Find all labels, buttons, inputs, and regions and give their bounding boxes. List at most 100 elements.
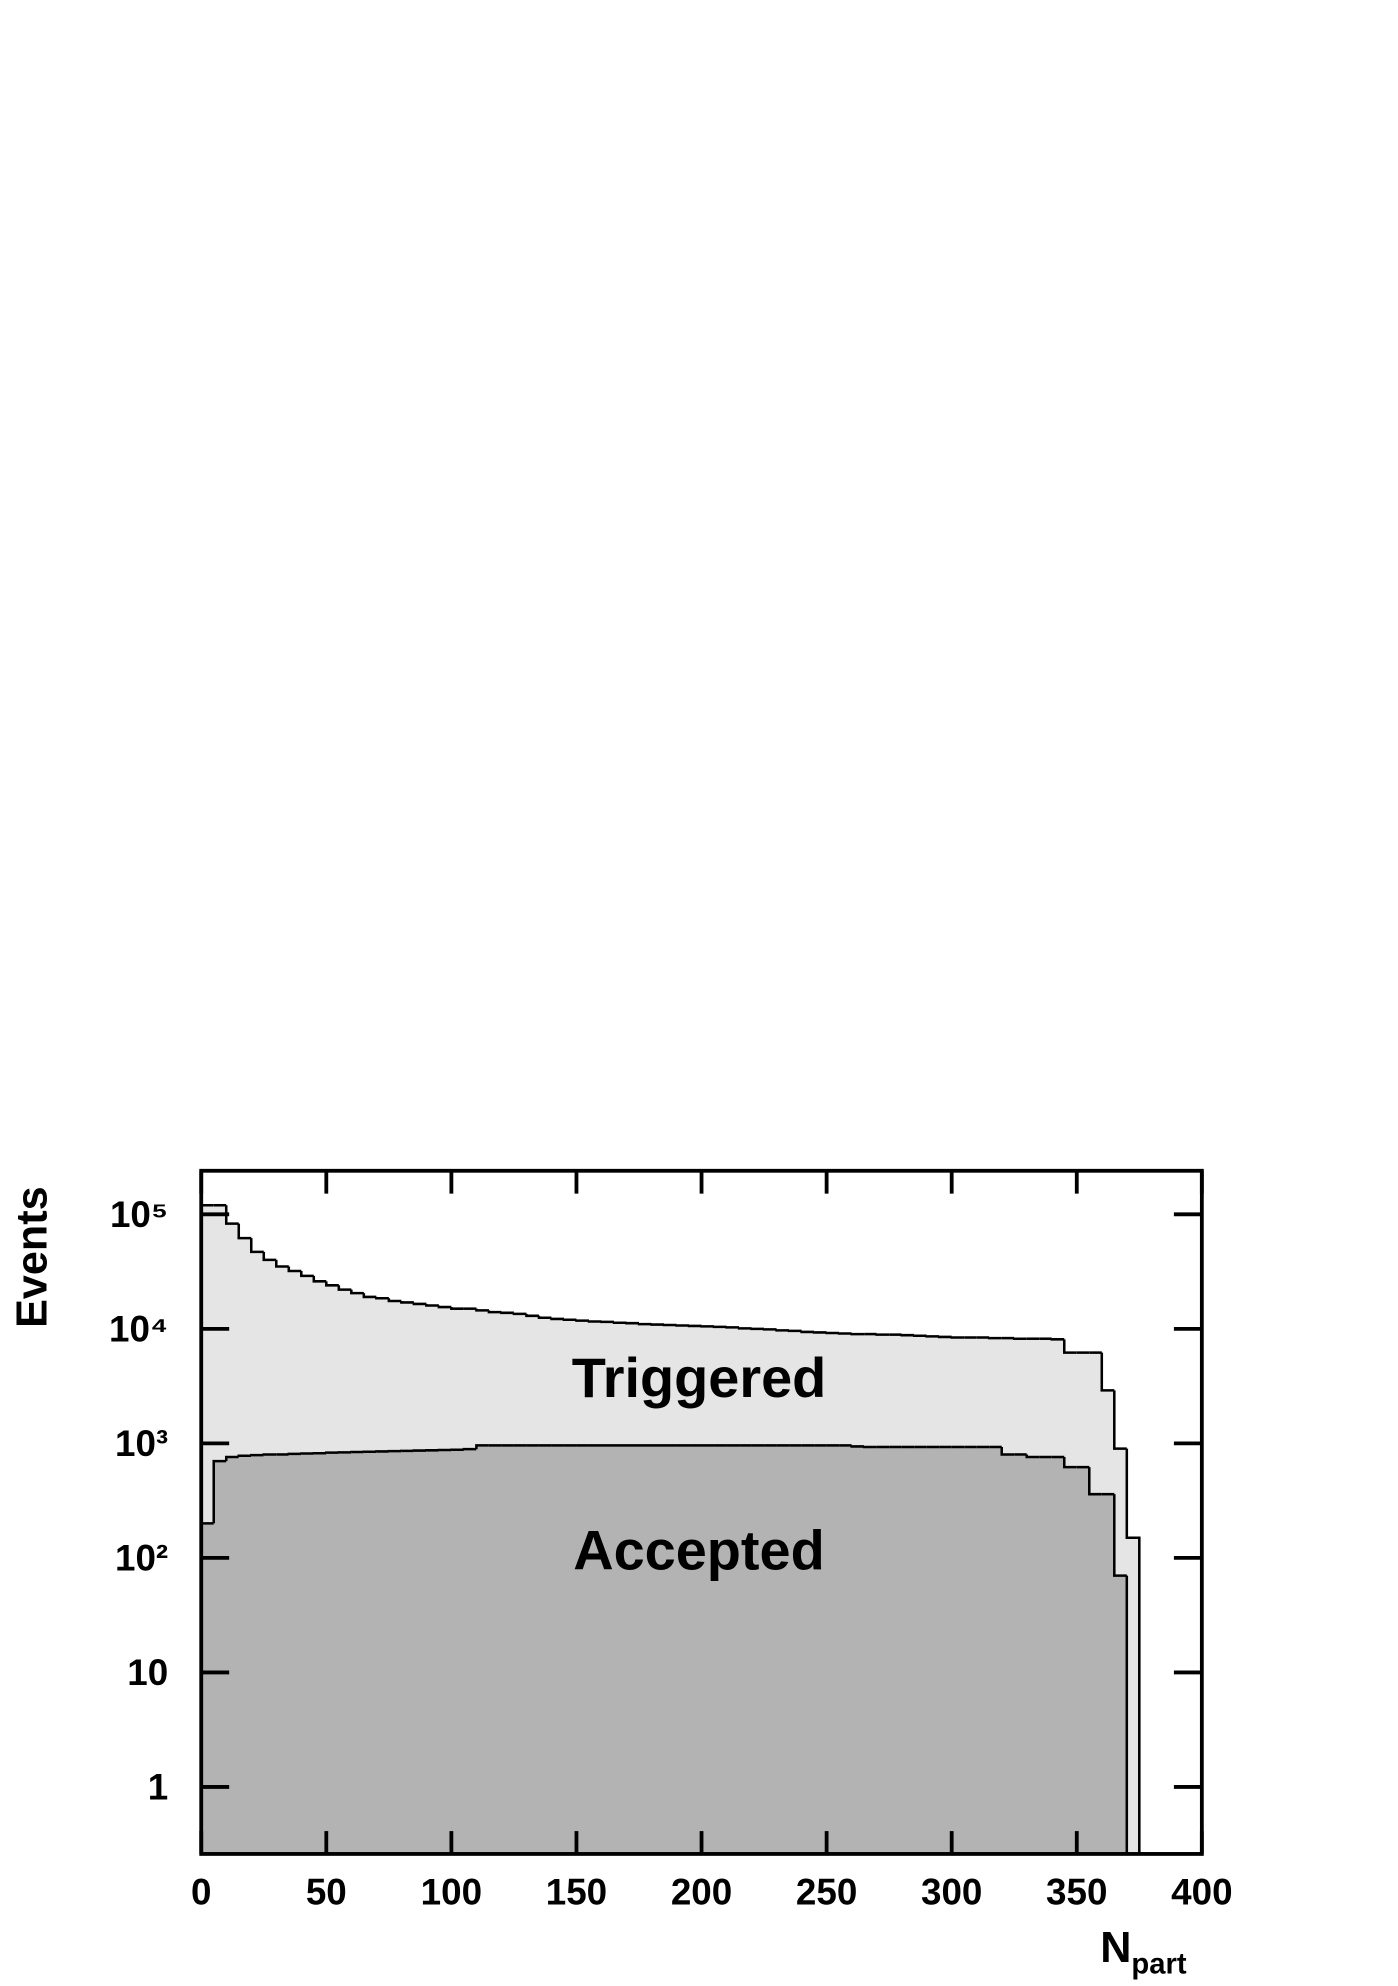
bar <box>376 1451 390 1854</box>
bar <box>864 1446 878 1854</box>
bar <box>551 1445 565 1854</box>
bar-outline <box>850 1332 865 1336</box>
bar-outline <box>950 1336 965 1339</box>
y-tick-label: 10² <box>115 1538 168 1579</box>
bar-outline <box>275 1259 289 1268</box>
bar-outline <box>475 1444 489 1450</box>
bar-outline <box>1100 1352 1115 1392</box>
bar-outline <box>612 1321 627 1325</box>
bar <box>238 1455 252 1854</box>
bar <box>588 1445 602 1854</box>
bar <box>1114 1575 1128 1854</box>
bar-outline <box>587 1320 602 1323</box>
bar-outline <box>450 1307 464 1310</box>
x-axis-label-sub: part <box>1131 1948 1186 1980</box>
bar-outline <box>575 1319 589 1322</box>
y-tick-label: 10⁵ <box>110 1194 168 1235</box>
bar <box>363 1451 377 1854</box>
bar <box>1126 1537 1140 1854</box>
bar-outline <box>475 1308 489 1312</box>
bar <box>513 1445 527 1854</box>
bar <box>201 1523 215 1854</box>
bar <box>526 1445 540 1854</box>
bar <box>714 1445 728 1854</box>
bar-outline <box>550 1317 564 1321</box>
x-axis-label: Npart <box>1100 1924 1187 1980</box>
bar <box>801 1445 815 1854</box>
bar <box>351 1452 365 1854</box>
bar-outline <box>237 1223 252 1240</box>
bar-outline <box>562 1318 577 1322</box>
bar-outline <box>1062 1457 1077 1469</box>
bar <box>1064 1467 1078 1854</box>
bar <box>263 1454 277 1854</box>
bar-outline <box>362 1293 377 1299</box>
bar <box>226 1457 240 1854</box>
bar <box>764 1445 778 1854</box>
bar-outline <box>500 1311 514 1315</box>
bar-outline <box>437 1305 452 1309</box>
bar <box>889 1446 903 1854</box>
bar-outline <box>737 1327 752 1330</box>
bar <box>876 1446 890 1854</box>
bar <box>964 1446 978 1854</box>
bar-outline <box>1113 1390 1127 1450</box>
bar <box>401 1450 415 1854</box>
bar <box>1039 1457 1053 1854</box>
bar-outline <box>462 1447 477 1451</box>
bar <box>914 1446 928 1854</box>
bar-outline <box>249 1453 264 1457</box>
bar-outline <box>1088 1467 1102 1496</box>
bar <box>576 1445 590 1854</box>
bar <box>739 1445 753 1854</box>
bar <box>1051 1457 1065 1854</box>
bar <box>776 1445 790 1854</box>
bar-outline <box>412 1302 427 1306</box>
bar <box>338 1452 352 1854</box>
bar-outline <box>800 1330 815 1334</box>
bar <box>676 1445 690 1854</box>
bar <box>488 1445 502 1854</box>
bar <box>538 1445 552 1854</box>
bar <box>601 1445 615 1854</box>
x-tick-label: 50 <box>306 1872 347 1913</box>
bar-outline <box>812 1331 827 1334</box>
bar-outline <box>825 1331 840 1335</box>
x-tick-label: 250 <box>796 1872 857 1913</box>
bar-outline <box>325 1451 339 1454</box>
bar <box>1014 1454 1028 1854</box>
bar <box>726 1445 740 1854</box>
bar-outline <box>525 1313 539 1318</box>
bar <box>989 1446 1003 1854</box>
bar <box>814 1445 828 1854</box>
bar-outline <box>300 1270 314 1278</box>
y-tick-label: 1 <box>148 1767 168 1808</box>
bar-outline <box>224 1455 239 1462</box>
plot-area <box>199 1203 1141 1854</box>
x-tick-label: 200 <box>671 1872 732 1913</box>
bar <box>326 1452 340 1854</box>
bar-outline <box>912 1334 927 1338</box>
bar-outline <box>900 1333 915 1337</box>
bar-outline <box>987 1336 1002 1340</box>
bar-outline <box>787 1329 802 1333</box>
bar-outline <box>287 1452 302 1456</box>
bar-outline <box>837 1332 852 1335</box>
bar <box>426 1450 440 1854</box>
bar <box>563 1445 577 1854</box>
bar <box>276 1454 290 1854</box>
y-tick-label: 10³ <box>115 1423 168 1464</box>
bar <box>1001 1454 1015 1854</box>
bar-outline <box>375 1296 389 1300</box>
bar-outline <box>512 1312 527 1316</box>
bar-outline <box>1062 1339 1077 1354</box>
bar <box>288 1453 302 1854</box>
bar-outline <box>925 1335 940 1338</box>
x-tick-label: 300 <box>921 1872 982 1913</box>
bar-outline <box>249 1238 264 1254</box>
bar <box>839 1445 853 1854</box>
x-tick-label: 400 <box>1171 1872 1232 1913</box>
bar-outline <box>537 1315 552 1320</box>
